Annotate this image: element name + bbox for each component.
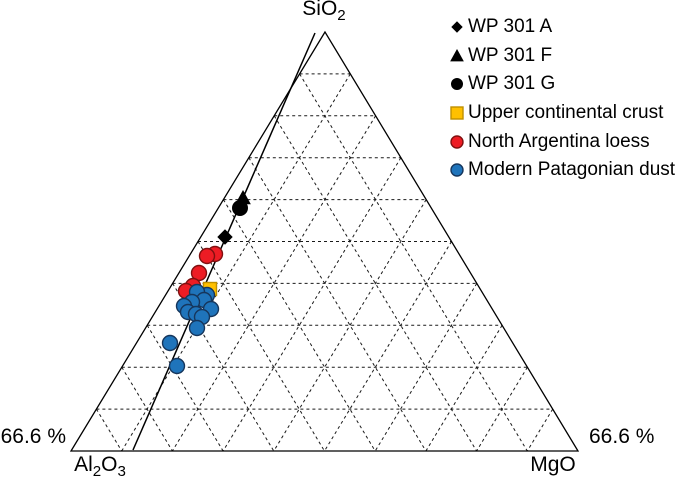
legend-label: WP 301 G [468,73,556,95]
triangle-icon [450,48,464,62]
legend-item: WP 301 A [449,13,675,42]
legend-label: WP 301 F [468,44,553,66]
apex-label-base: SiO [302,0,338,20]
circle-icon [451,78,463,91]
legend-item: Modern Patagonian dust [449,156,675,185]
diamond-icon [451,21,463,34]
legend-label: North Argentina loess [468,130,650,152]
circle-icon [450,163,464,177]
legend-label: Upper continental crust [468,102,664,124]
apex-label-sub: 2 [337,7,346,25]
legend: WP 301 A WP 301 F WP 301 G Upper continenta… [449,13,675,185]
right-corner-percentage: 66.6 % [589,425,655,448]
square-icon [450,106,464,120]
left-corner-percentage: 66.6 % [0,425,66,448]
legend-label: Modern Patagonian dust [468,159,676,181]
legend-label: WP 301 A [468,16,553,38]
right-axis-label-mgo: MgO [530,453,576,476]
legend-item: WP 301 G [449,70,675,99]
legend-item: Upper continental crust [449,99,675,128]
legend-item: North Argentina loess [449,127,675,156]
left-axis-label-al2o3: Al2O3 [74,453,126,481]
circle-icon [450,134,464,149]
apex-axis-label-sio2: SiO2 [264,0,384,25]
legend-item: WP 301 F [449,42,675,71]
